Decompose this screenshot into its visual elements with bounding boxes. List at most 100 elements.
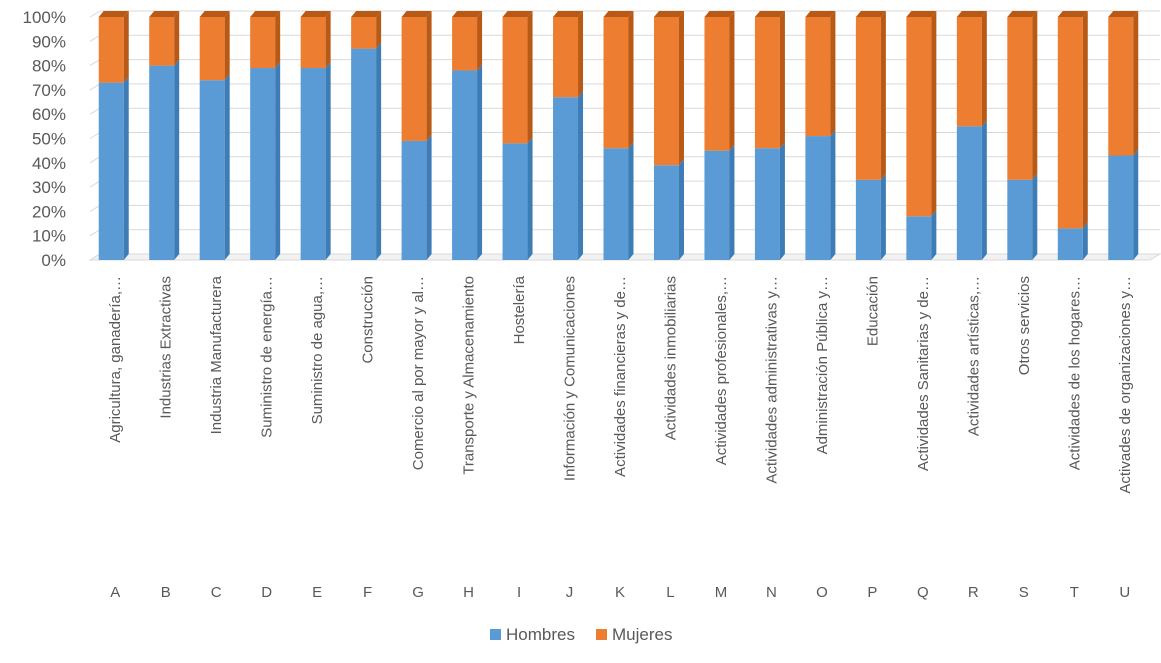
bar-mujeres-a-top <box>98 11 129 17</box>
gridline-depth <box>89 59 101 67</box>
bar-mujeres-l-top <box>653 11 684 17</box>
bar-mujeres-q-side <box>931 11 937 217</box>
bar-mujeres-d <box>250 17 276 69</box>
bar-hombres-h-side <box>477 64 483 261</box>
bar-mujeres-b-top <box>149 11 180 17</box>
bar-mujeres-h <box>452 17 478 71</box>
bar-mujeres-m-side <box>729 11 735 151</box>
bar-mujeres-b <box>149 17 175 66</box>
bar-mujeres-f <box>351 17 377 49</box>
category-name-label: Actividades profesionales,… <box>713 276 730 465</box>
bar-hombres-j-side <box>578 91 584 260</box>
category-name-label: Construcción <box>360 276 377 364</box>
category-letter-label: H <box>463 584 474 601</box>
bar-mujeres-e-top <box>300 11 331 17</box>
bar-mujeres-f-side <box>376 11 382 49</box>
category-name-label: Industrias Extractivas <box>158 276 175 419</box>
bar-mujeres-o <box>805 17 831 137</box>
bar-mujeres-d-side <box>275 11 281 69</box>
bar-hombres-j <box>553 97 579 260</box>
y-tick-label: 20% <box>32 202 66 221</box>
category-letter-label: G <box>412 584 424 601</box>
bar-mujeres-k-top <box>603 11 634 17</box>
bar-mujeres-t-side <box>1082 11 1088 229</box>
bar-mujeres-r-top <box>956 11 987 17</box>
bar-mujeres-l-side <box>678 11 684 166</box>
bar-mujeres-h-side <box>477 11 483 71</box>
bar-hombres-p-side <box>880 173 886 260</box>
category-letter-label: T <box>1070 584 1079 601</box>
category-letter-label: J <box>566 584 574 601</box>
bar-hombres-g-side <box>426 134 432 260</box>
bar-mujeres-n-side <box>779 11 785 149</box>
category-name-label: Comercio al por mayor y al… <box>410 276 427 470</box>
gridline-depth <box>89 83 101 91</box>
bar-mujeres-e <box>300 17 326 69</box>
bar-mujeres-g-side <box>426 11 432 141</box>
gridline-depth <box>89 34 101 42</box>
bar-mujeres-k <box>603 17 629 149</box>
category-letter-label: F <box>363 584 372 601</box>
y-tick-label: 80% <box>32 57 66 76</box>
category-name-label: Actividades de los hogares… <box>1066 276 1083 470</box>
bar-hombres-l-side <box>678 159 684 260</box>
category-letter-label: K <box>615 584 625 601</box>
bar-mujeres-e-side <box>325 11 331 69</box>
gridline-depth <box>89 156 101 164</box>
category-letter-label: M <box>715 584 728 601</box>
bar-hombres-u-side <box>1133 149 1139 260</box>
bar-mujeres-j <box>553 17 579 98</box>
bar-mujeres-u <box>1108 17 1134 156</box>
bar-mujeres-q-top <box>906 11 937 17</box>
bar-hombres-p <box>855 179 881 260</box>
bar-hombres-f <box>351 48 377 261</box>
bar-mujeres-c <box>199 17 225 81</box>
bar-hombres-r <box>956 126 982 260</box>
legend-swatch-mujeres <box>596 629 607 640</box>
bar-hombres-n-side <box>779 142 785 260</box>
category-name-label: Activades de organizaciones y… <box>1117 276 1134 494</box>
legend-label-hombres: Hombres <box>506 625 575 644</box>
bar-hombres-g <box>401 140 427 260</box>
bar-hombres-f-side <box>376 42 382 261</box>
bar-hombres-a <box>98 82 124 260</box>
category-name-label: Actividades artísticas,… <box>965 276 982 436</box>
bar-hombres-b <box>149 65 175 260</box>
category-name-label: Agricultura, ganadería,… <box>107 276 124 443</box>
bar-hombres-n <box>754 148 780 260</box>
category-name-label: Actividades financieras y de… <box>612 276 629 477</box>
bar-hombres-t <box>1057 228 1083 260</box>
category-letter-label: R <box>968 584 979 601</box>
bar-mujeres-k-side <box>628 11 634 149</box>
bar-hombres-i <box>502 143 528 260</box>
bar-mujeres-r-side <box>981 11 987 127</box>
bar-mujeres-a-side <box>123 11 129 83</box>
category-letter-label: C <box>211 584 222 601</box>
y-tick-label: 10% <box>32 227 66 246</box>
category-letter-label: L <box>666 584 674 601</box>
bar-hombres-s <box>1007 179 1033 260</box>
bar-hombres-c-side <box>224 74 230 261</box>
bar-hombres-e-side <box>325 62 331 260</box>
legend-swatch-hombres <box>490 629 501 640</box>
bar-mujeres-m-top <box>704 11 735 17</box>
category-letter-label: B <box>161 584 171 601</box>
category-name-label: Otros servicios <box>1016 276 1033 375</box>
bar-mujeres-m <box>704 17 730 151</box>
category-letter-label: P <box>867 584 877 601</box>
bar-mujeres-d-top <box>250 11 281 17</box>
bar-mujeres-a <box>98 17 124 83</box>
bar-mujeres-r <box>956 17 982 127</box>
bar-hombres-c <box>199 80 225 261</box>
bar-hombres-o-side <box>830 130 836 260</box>
bar-mujeres-t-top <box>1057 11 1088 17</box>
bar-hombres-q-side <box>931 210 937 260</box>
bar-mujeres-c-side <box>224 11 230 81</box>
legend-label-mujeres: Mujeres <box>612 625 672 644</box>
bar-mujeres-i-side <box>527 11 533 144</box>
category-name-label: Hostelería <box>511 275 528 344</box>
bar-mujeres-i-top <box>502 11 533 17</box>
bar-hombres-t-side <box>1082 222 1088 260</box>
